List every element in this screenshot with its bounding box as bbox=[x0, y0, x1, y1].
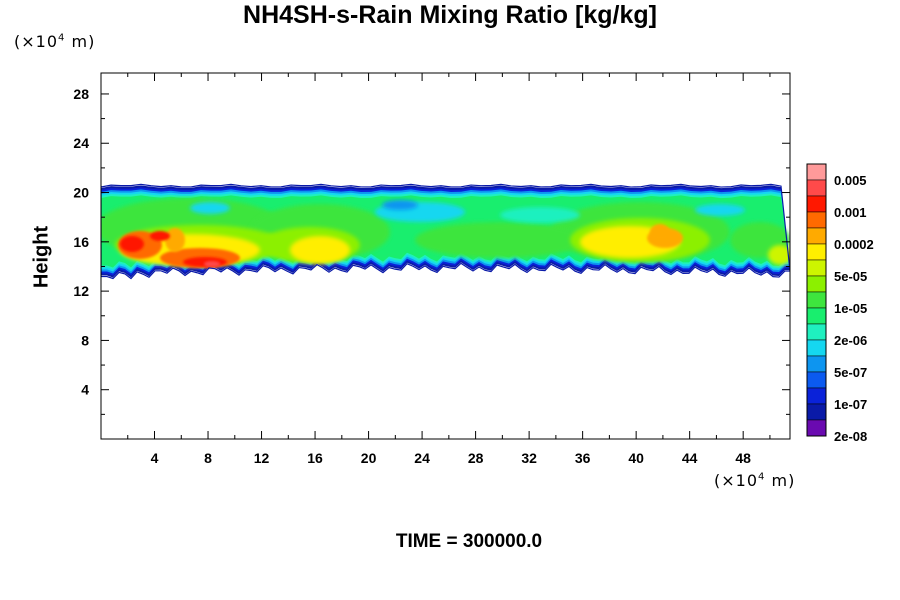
x-tick-label: 16 bbox=[307, 450, 323, 466]
colorbar-label: 1e-05 bbox=[834, 301, 867, 316]
x-tick-label: 28 bbox=[468, 450, 484, 466]
colorbar-label: 5e-05 bbox=[834, 269, 867, 284]
x-axis-unit: (×104 m) bbox=[714, 471, 795, 490]
contour-blob bbox=[190, 202, 230, 214]
y-axis-unit: (×104 m) bbox=[14, 32, 95, 51]
x-tick-label: 4 bbox=[151, 450, 159, 466]
colorbar-label: 0.005 bbox=[834, 173, 867, 188]
chart-title: NH4SH-s-Rain Mixing Ratio [kg/kg] bbox=[243, 1, 657, 29]
colorbar-swatch bbox=[806, 339, 827, 357]
plot-frame bbox=[100, 72, 791, 440]
y-tick-label: 16 bbox=[73, 234, 89, 250]
colorbar-frame bbox=[806, 163, 827, 437]
colorbar-swatch bbox=[806, 179, 827, 197]
x-unit-suffix: m) bbox=[765, 471, 796, 490]
colorbar-label: 2e-08 bbox=[834, 429, 867, 444]
x-tick-label: 12 bbox=[254, 450, 270, 466]
x-tick-label: 8 bbox=[204, 450, 212, 466]
contour-blob bbox=[204, 261, 220, 267]
colorbar-swatch bbox=[806, 211, 827, 229]
time-label: TIME = 300000.0 bbox=[395, 531, 543, 552]
colorbar-label: 2e-06 bbox=[834, 333, 867, 348]
contour-blob bbox=[183, 257, 227, 267]
colorbar-swatch bbox=[806, 259, 827, 277]
y-tick-label: 8 bbox=[81, 332, 89, 348]
colorbar-swatch bbox=[806, 275, 827, 293]
x-unit-exponent: 4 bbox=[758, 471, 766, 483]
colorbar-label: 5e-07 bbox=[834, 365, 867, 380]
y-tick-label: 28 bbox=[73, 86, 89, 102]
x-tick-label: 44 bbox=[682, 450, 698, 466]
y-unit-exponent: 4 bbox=[58, 32, 66, 44]
x-tick-label: 36 bbox=[575, 450, 591, 466]
colorbar-swatch bbox=[806, 419, 827, 437]
y-tick-label: 12 bbox=[73, 283, 89, 299]
colorbar-swatch bbox=[806, 243, 827, 261]
colorbar-swatch bbox=[806, 227, 827, 245]
contour-blob bbox=[695, 204, 745, 216]
x-tick-label: 20 bbox=[361, 450, 377, 466]
colorbar: 0.005 0.001 0.0002 5e-05 1e-05 2e-06 5e-07 1e-0… bbox=[806, 163, 874, 444]
colorbar-swatch bbox=[806, 195, 827, 213]
colorbar-swatch bbox=[806, 291, 827, 309]
contour-blob bbox=[382, 200, 418, 210]
colorbar-label: 1e-07 bbox=[834, 397, 867, 412]
contour-blob bbox=[415, 222, 585, 258]
contour-blob bbox=[500, 207, 580, 223]
x-unit-prefix: (×10 bbox=[714, 471, 759, 490]
x-tick-label: 24 bbox=[414, 450, 430, 466]
colorbar-swatch bbox=[806, 355, 827, 373]
colorbar-label: 0.0002 bbox=[834, 237, 874, 252]
x-tick-label: 32 bbox=[521, 450, 537, 466]
y-tick-label: 20 bbox=[73, 185, 89, 201]
contour-blob bbox=[165, 228, 185, 252]
colorbar-swatch bbox=[806, 323, 827, 341]
contour-blob bbox=[650, 224, 670, 240]
colorbar-swatch bbox=[806, 403, 827, 421]
y-unit-prefix: (×10 bbox=[14, 32, 59, 51]
y-unit-suffix: m) bbox=[65, 32, 96, 51]
colorbar-swatch bbox=[806, 163, 827, 181]
colorbar-swatch bbox=[806, 307, 827, 325]
x-tick-label: 48 bbox=[735, 450, 751, 466]
colorbar-swatch bbox=[806, 371, 827, 389]
contour-blob bbox=[768, 245, 790, 265]
contour-blob bbox=[290, 236, 350, 264]
colorbar-label: 0.001 bbox=[834, 205, 867, 220]
y-tick-label: 4 bbox=[81, 382, 89, 398]
contour-blob bbox=[150, 231, 170, 241]
x-tick-label: 40 bbox=[628, 450, 644, 466]
contour-edge bbox=[101, 183, 790, 280]
contour-blob bbox=[120, 236, 144, 252]
contour-layer bbox=[101, 183, 790, 280]
colorbar-swatch bbox=[806, 387, 827, 405]
y-tick-label: 24 bbox=[73, 135, 89, 151]
